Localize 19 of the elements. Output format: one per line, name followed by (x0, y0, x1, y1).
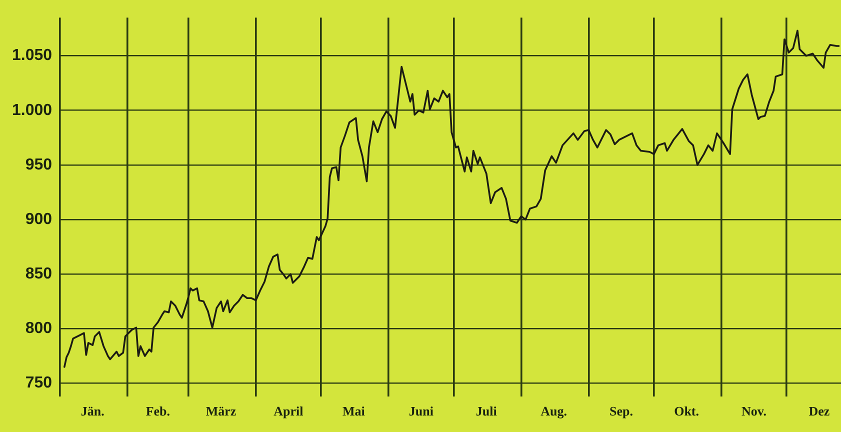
x-tick-label: Jän. (80, 404, 104, 419)
x-tick-label: März (206, 404, 236, 419)
x-tick-label: Nov. (742, 404, 766, 419)
y-tick-label: 850 (25, 266, 52, 283)
x-tick-label: April (274, 404, 304, 419)
x-tick-label: Feb. (146, 404, 170, 419)
x-tick-label: Aug. (540, 404, 568, 419)
x-tick-label: Okt. (674, 404, 700, 419)
x-tick-label: Sep. (610, 404, 634, 419)
y-tick-label: 900 (25, 210, 52, 228)
x-tick-label: Juli (476, 404, 498, 419)
y-tick-label: 1.050 (12, 47, 52, 64)
y-tick-label: 800 (25, 320, 52, 338)
x-tick-label: Juni (408, 404, 434, 419)
x-tick-label: Mai (342, 404, 366, 419)
y-tick-label: 950 (25, 156, 52, 174)
x-tick-label: Dez (808, 404, 830, 419)
y-tick-label: 1.000 (12, 102, 52, 119)
y-tick-label: 750 (25, 374, 52, 392)
